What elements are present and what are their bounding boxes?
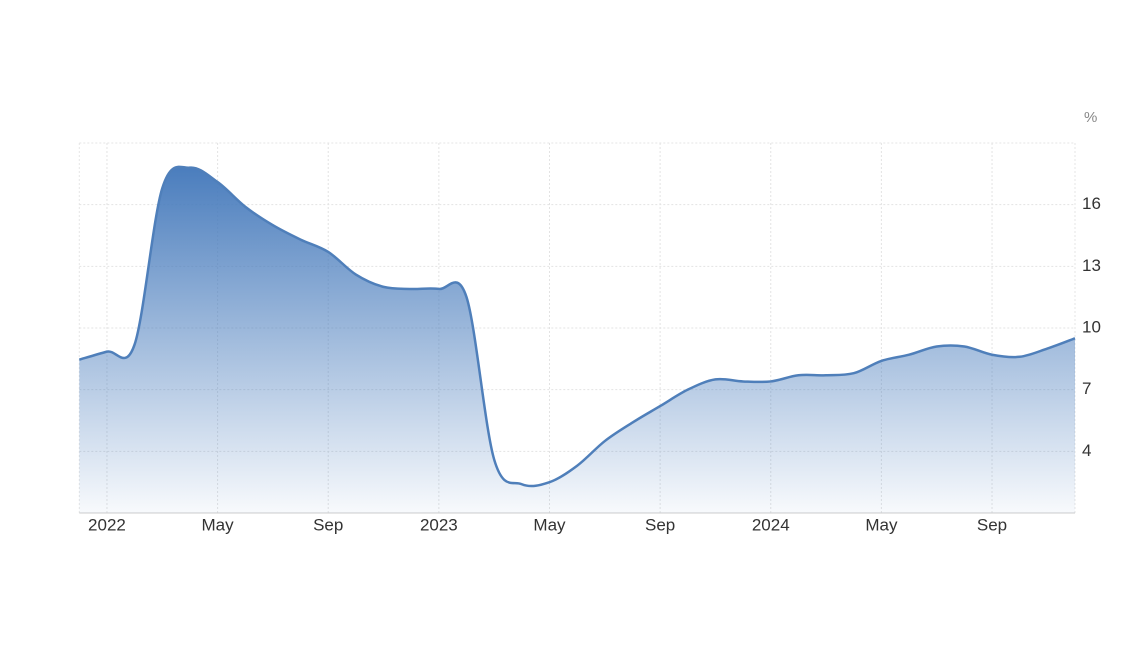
- area-fill: [79, 166, 1076, 514]
- y-tick-label: 7: [1082, 379, 1091, 398]
- y-tick-label: 16: [1082, 194, 1101, 213]
- x-tick-label: May: [865, 515, 898, 534]
- x-tick-label: 2024: [752, 515, 790, 534]
- x-tick-label: Sep: [645, 515, 675, 534]
- x-tick-label: Sep: [977, 515, 1007, 534]
- x-tick-label: 2023: [420, 515, 458, 534]
- line: [78, 165, 1076, 488]
- y-tick-label: 4: [1082, 441, 1091, 460]
- x-tick-label: 2022: [88, 515, 126, 534]
- x-tick-label: May: [533, 515, 566, 534]
- x-tick-label: Sep: [313, 515, 343, 534]
- y-tick-label: 10: [1082, 317, 1101, 336]
- y-tick-label: 13: [1082, 256, 1101, 275]
- x-tick-label: May: [202, 515, 235, 534]
- y-unit-label: %: [1084, 109, 1097, 126]
